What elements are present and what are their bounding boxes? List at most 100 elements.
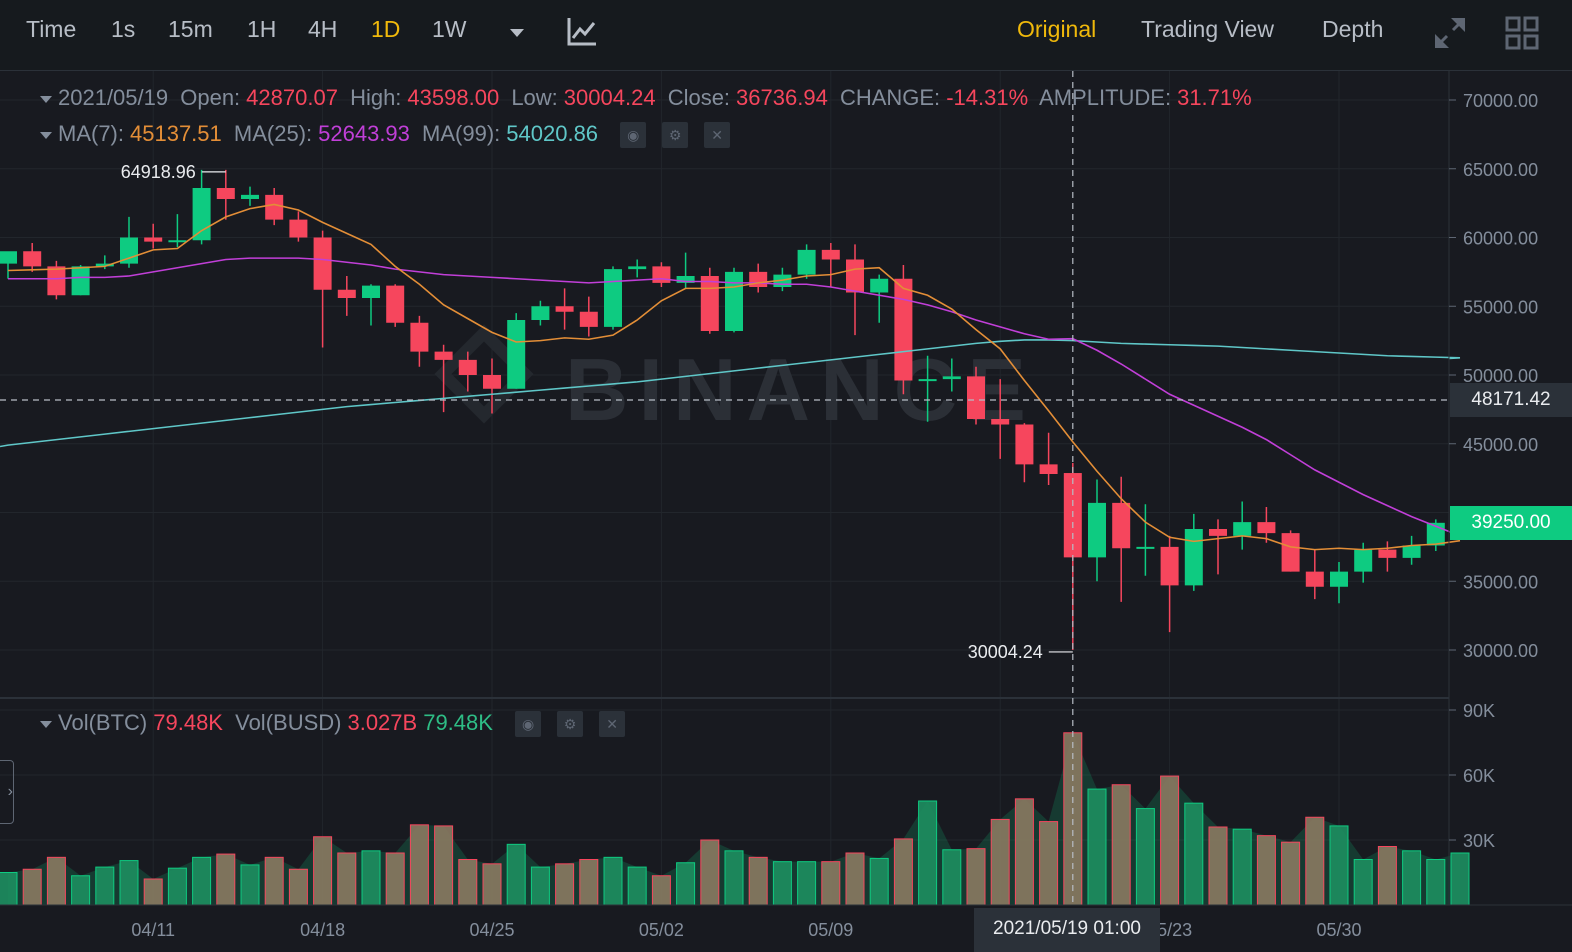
- price-tick-label: 50000.00: [1463, 366, 1538, 386]
- ma25-label: MA(25):: [233, 121, 313, 146]
- low-label: Low:: [511, 85, 558, 110]
- vol-eye-icon[interactable]: ◉: [515, 711, 542, 738]
- interval-1s[interactable]: 1s: [111, 16, 136, 42]
- volume-bar: [1232, 828, 1252, 906]
- candle-body: [1112, 502, 1131, 549]
- high-value: 43598.00: [407, 85, 500, 110]
- volume-legend: Vol(BTC) 79.48K Vol(BUSD) 3.027B 79.48K ◉ ⚙ ✕: [40, 710, 631, 738]
- price-tick-label: 70000.00: [1463, 91, 1538, 111]
- vol-btc-value: 79.48K: [153, 710, 223, 735]
- candle-body: [1305, 571, 1324, 587]
- interval-dropdown-icon[interactable]: [508, 26, 528, 40]
- volume-bar: [458, 859, 478, 906]
- candle-body: [1233, 522, 1252, 536]
- volume-bar: [1087, 788, 1107, 906]
- candle-body: [846, 259, 864, 293]
- volume-bar: [482, 863, 502, 906]
- candle-body: [821, 249, 840, 260]
- indicator-icon[interactable]: [565, 16, 599, 48]
- volume-bar: [579, 859, 599, 906]
- volume-bar: [143, 878, 163, 906]
- view-trading-view[interactable]: Trading View: [1141, 16, 1274, 42]
- time-label[interactable]: Time: [26, 16, 77, 42]
- volume-bar: [1014, 798, 1034, 906]
- candle-body: [1354, 549, 1373, 572]
- price-tick-label: 65000.00: [1463, 160, 1538, 180]
- collapse-ma-icon[interactable]: [40, 131, 52, 139]
- volume-bar: [216, 853, 236, 906]
- ma25-value: 52643.93: [318, 121, 410, 146]
- interval-1h[interactable]: 1H: [247, 16, 277, 42]
- collapse-volume-icon[interactable]: [40, 720, 52, 728]
- candle-body: [555, 306, 574, 312]
- eye-icon[interactable]: ◉: [620, 122, 647, 149]
- close-icon[interactable]: ✕: [704, 122, 731, 149]
- last-price-label: 39250.00: [1450, 506, 1572, 540]
- volume-bar: [1160, 775, 1180, 906]
- candle-body: [362, 285, 380, 298]
- candle-body: [967, 376, 985, 419]
- vol-btc-label: Vol(BTC): [58, 710, 148, 735]
- interval-15m[interactable]: 15m: [168, 16, 213, 42]
- volume-bar: [603, 856, 623, 906]
- volume-bar: [1353, 859, 1373, 906]
- interval-4h[interactable]: 4H: [308, 16, 338, 42]
- candle-body: [337, 289, 356, 298]
- candle-body: [1257, 522, 1276, 534]
- volume-bar: [46, 856, 66, 906]
- volume-bar: [1256, 835, 1276, 906]
- volume-bar: [627, 866, 647, 906]
- interval-1w[interactable]: 1W: [432, 16, 467, 42]
- collapse-legend-icon[interactable]: [40, 95, 52, 103]
- candle-body: [410, 322, 429, 352]
- volume-bar: [893, 838, 913, 906]
- candle-body: [894, 278, 913, 381]
- candle-body: [870, 278, 889, 293]
- volume-bar: [1184, 802, 1204, 906]
- candle-body: [991, 419, 1010, 425]
- candle-body: [23, 251, 42, 267]
- fullscreen-icon[interactable]: [1433, 16, 1467, 50]
- candle-body: [386, 285, 405, 323]
- chart-toolbar: Time 1s 15m 1H 4H 1D 1W Original Trading…: [0, 0, 1572, 71]
- volume-bar: [1208, 826, 1228, 906]
- time-tick-label: 05/02: [639, 920, 684, 940]
- vol-busd-value: 3.027B: [347, 710, 418, 735]
- interval-1d[interactable]: 1D: [371, 16, 401, 42]
- volume-bar: [95, 866, 115, 906]
- volume-bar: [1377, 846, 1397, 906]
- low-marker-label: 30004.24: [968, 642, 1043, 662]
- time-tick-label: 05/30: [1316, 920, 1361, 940]
- vol-gear-icon[interactable]: ⚙: [557, 711, 584, 738]
- candle-body: [1184, 529, 1203, 586]
- candle-body: [192, 188, 211, 241]
- volume-bar: [1329, 825, 1349, 906]
- crosshair: [0, 71, 1449, 905]
- view-original[interactable]: Original: [1017, 16, 1097, 42]
- volume-bar: [1426, 859, 1446, 906]
- volume-bar: [1039, 821, 1059, 906]
- side-panel-toggle[interactable]: ›: [0, 760, 14, 824]
- gear-icon[interactable]: ⚙: [662, 122, 689, 149]
- ma7-value: 45137.51: [130, 121, 222, 146]
- vol-close-icon[interactable]: ✕: [599, 711, 626, 738]
- volume-bar: [530, 866, 550, 906]
- layout-grid-icon[interactable]: [1505, 16, 1539, 50]
- amplitude-value: 31.71%: [1177, 85, 1252, 110]
- ohlc-legend: 2021/05/19 Open: 42870.07 High: 43598.00 L…: [40, 85, 1258, 111]
- vol-busd-label: Vol(BUSD): [235, 710, 342, 735]
- volume-bar: [288, 868, 308, 906]
- view-depth[interactable]: Depth: [1322, 16, 1384, 42]
- candle-body: [652, 266, 671, 283]
- candle-body: [434, 351, 453, 360]
- volume-bar: [167, 867, 187, 906]
- ma99-label: MA(99):: [422, 121, 501, 146]
- ma99-line: [0, 339, 1461, 448]
- candle-body: [289, 219, 308, 238]
- candle-body: [1378, 549, 1397, 558]
- volume-bar: [506, 843, 526, 906]
- high-marker-label: 64918.96: [121, 162, 196, 182]
- candle-body: [216, 188, 235, 199]
- volume-tick-label: 30K: [1463, 831, 1495, 851]
